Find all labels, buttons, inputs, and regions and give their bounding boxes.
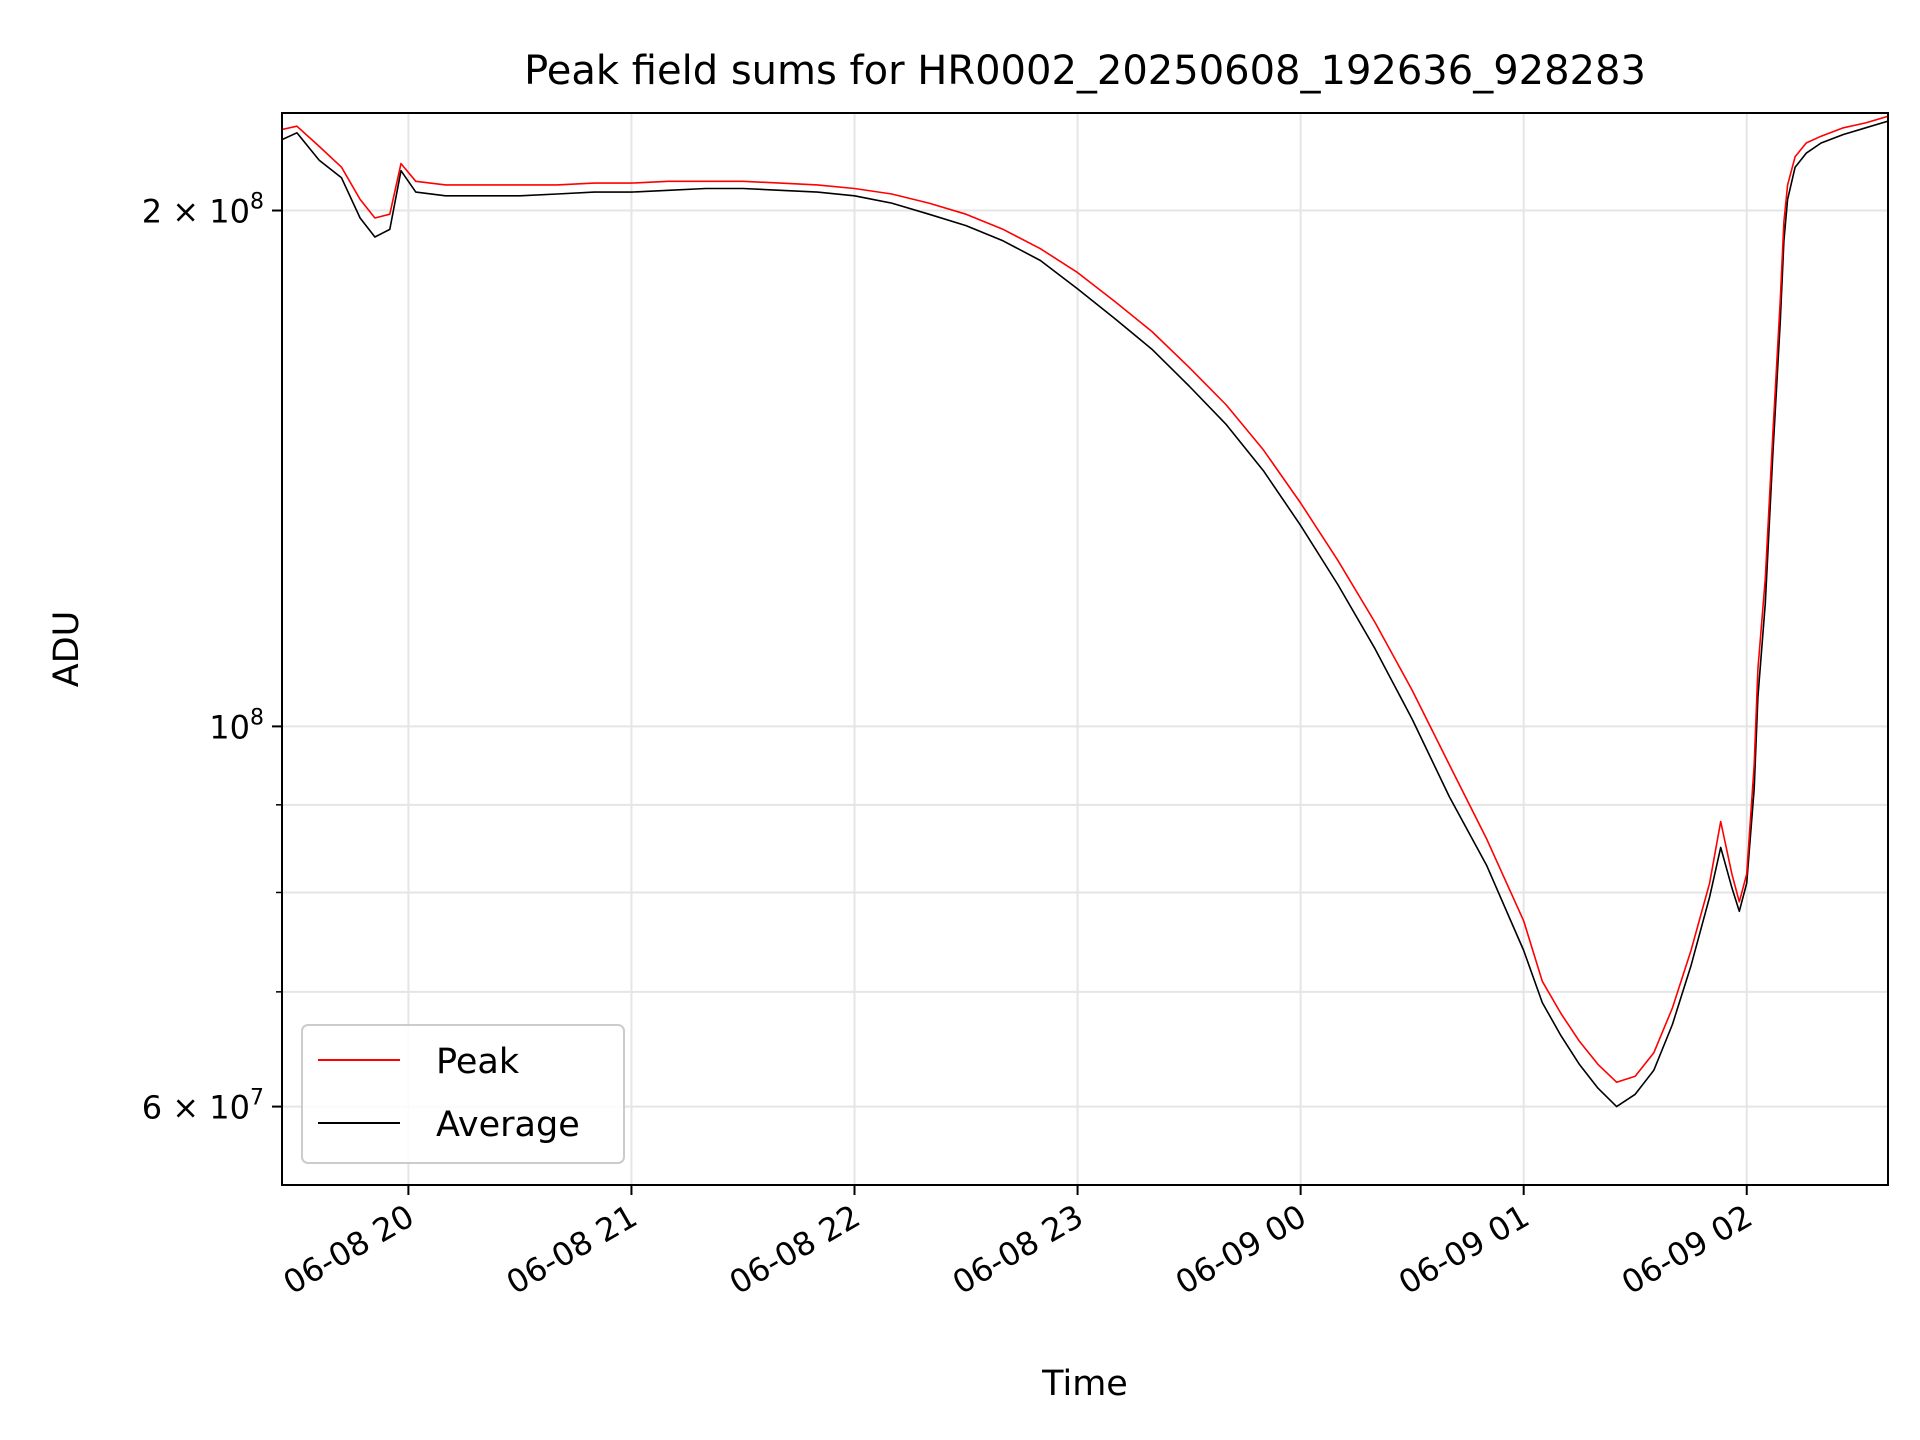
grid (282, 113, 1888, 1185)
y-tick-label: 6 × 107 (142, 1086, 264, 1127)
y-tick-label: 108 (209, 705, 264, 746)
x-axis-label: Time (1041, 1364, 1128, 1404)
legend-label-average: Average (436, 1105, 580, 1145)
legend: Peak Average (301, 1024, 625, 1164)
axes-frame (281, 112, 1889, 1186)
plot-area (282, 115, 1888, 1108)
legend-label-peak: Peak (436, 1042, 520, 1082)
y-axis-label: ADU (47, 611, 87, 688)
chart-title: Peak field sums for HR0002_20250608_1926… (524, 48, 1646, 94)
series-line-average (282, 120, 1888, 1108)
y-tick-label: 2 × 108 (142, 190, 264, 231)
y-axis-ticks: 6 × 107 108 2 × 108 (142, 190, 282, 1127)
series-line-peak (282, 115, 1888, 1083)
